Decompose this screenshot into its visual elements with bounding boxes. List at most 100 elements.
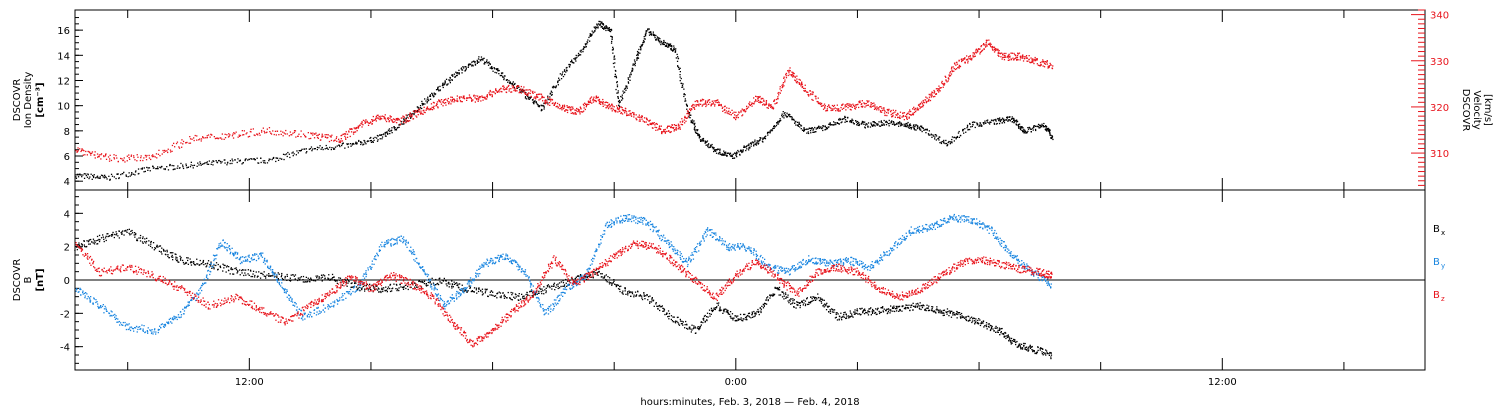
top-series-red-point [666,127,668,129]
top-series-red-point [639,116,641,118]
top-series-red-point [998,50,1000,52]
top-series-red-point [838,110,840,112]
top-series-black-point [140,168,142,170]
top-series-black-point [1007,120,1009,122]
bottom-series-Bx-point [729,311,732,313]
bottom-series-Bx-point [489,291,491,293]
top-series-black-point [681,84,684,87]
top-series-red-point [931,92,934,94]
top-series-red-point [439,99,441,102]
top-series-red-point [426,106,429,108]
top-series-black-point [729,155,732,157]
top-series-black-point [822,129,824,132]
top-series-red-point [270,132,272,134]
top-series-black-point [641,45,643,47]
bottom-series-Bx-point [407,288,409,291]
top-series-black-point [147,169,149,171]
top-series-black-point [275,157,277,159]
top-series-black-point [710,145,712,147]
top-series-black-point [988,122,990,124]
top-series-red-point [649,119,651,121]
top-series-red-point [247,136,249,138]
top-series-red-point [346,136,349,138]
top-series-black-point [1028,126,1030,129]
top-series-red-point [1011,52,1013,54]
top-series-black-point [1007,119,1009,121]
top-series-red-point [515,89,517,91]
bottom-series-Bx-point [738,318,741,320]
top-series-red-point [588,103,590,105]
bottom-series-Bx-point [357,287,359,290]
bottom-series-Bx-point [518,299,520,301]
bottom-series-Bx-point [112,231,114,234]
bottom-series-Bx-point [81,244,83,246]
top-series-black-point [619,101,621,103]
bottom-series-Bx-point [391,290,393,292]
top-series-black-point [974,121,976,123]
top-series-black-point [1014,120,1016,122]
bottom-series-Bx-point [193,264,196,266]
top-series-black-point [540,110,542,112]
top-series-red-point [974,55,976,57]
top-series-red-point [1008,55,1010,57]
top-series-black-point [575,60,577,62]
top-series-black-point [706,140,709,142]
top-series-red-point [371,123,373,125]
top-series-red-point [340,140,342,142]
bottom-series-Bx-point [425,283,427,285]
bottom-series-Bx-point [286,273,288,276]
top-series-red-point [684,117,687,119]
top-series-black-point [424,103,426,105]
top-series-black-point [951,138,953,141]
top-series-red-point [409,120,411,122]
top-series-red-point [224,137,227,139]
top-series-black-point [907,121,909,124]
top-series-black-point [677,65,679,67]
bottom-series-Bx-point [336,280,338,282]
top-series-black-point [410,116,412,118]
top-series-red-point [354,131,357,133]
top-series-black-point [957,132,960,134]
top-series-black-point [95,177,97,179]
top-series-black-point [273,156,275,159]
bottom-series-Bx-point [105,235,107,237]
top-series-black-point [429,94,432,96]
bottom-series-Bx-point [292,274,294,276]
top-series-red-point [366,120,368,122]
top-series-black-point [474,61,476,64]
top-series-red-point [696,100,698,102]
top-series-red-point [770,105,773,107]
top-series-black-point [886,121,888,124]
top-series-red-point [409,115,411,117]
top-series-red-point [633,112,635,114]
bottom-series-Bx-point [271,275,273,277]
bottom-series-Bx-point [588,275,590,278]
top-series-red-point [846,103,848,105]
bottom-series-Bx-point [102,234,104,236]
top-series-red-point [308,138,310,140]
top-series-black-point [925,128,927,131]
top-series-black-point [125,174,127,176]
bottom-series-Bx-point [791,302,793,305]
top-series-black-point [786,112,788,114]
top-series-red-point [450,96,452,98]
top-series-black-point [752,142,754,144]
top-series-black-point [731,155,734,157]
bottom-series-Bx-point [541,288,543,290]
top-series-red-point [456,98,458,100]
bottom-series-Bx-point [403,286,405,289]
top-series-red-point [759,96,761,98]
top-series-red-point [862,105,864,107]
bottom-series-Bx-point [269,275,272,277]
top-series-black-point [1040,126,1043,128]
top-series-black-point [870,123,873,125]
top-series-black-point [487,64,490,66]
top-series-black-point [659,40,661,42]
top-series-black-point [998,122,1001,125]
top-series-red-point [630,114,632,116]
top-series-red-point [655,129,657,131]
bottom-series-Bx-point [213,266,215,269]
top-series-red-point [758,101,760,103]
top-series-red-point [823,103,826,105]
top-series-black-point [586,41,589,43]
